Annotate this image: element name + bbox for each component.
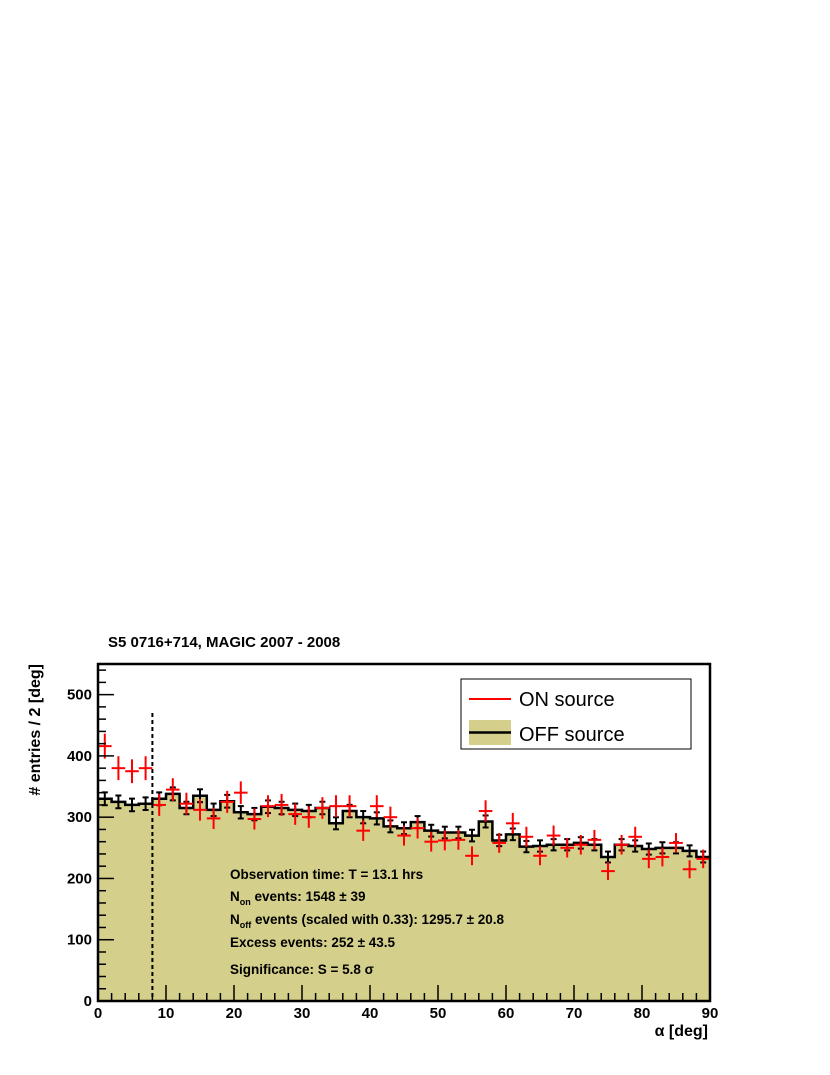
on-source-point bbox=[478, 800, 493, 822]
chart-title: S5 0716+714, MAGIC 2007 - 2008 bbox=[108, 634, 340, 651]
off-source-point bbox=[129, 797, 135, 813]
on-source-point bbox=[533, 846, 547, 866]
y-tick-label: 0 bbox=[84, 993, 92, 1010]
on-source-point bbox=[410, 817, 425, 839]
on-source-point bbox=[519, 826, 534, 847]
annotation-noff-events: Noff events (scaled with 0.33): 1295.7 ±… bbox=[230, 912, 505, 930]
off-source-point bbox=[142, 796, 149, 812]
stats-annotations: Observation time: T = 13.1 hrs Non event… bbox=[230, 867, 505, 977]
x-tick-label: 40 bbox=[362, 1005, 379, 1022]
x-tick-label: 30 bbox=[294, 1005, 311, 1022]
on-source-point bbox=[179, 792, 194, 815]
x-tick-label: 50 bbox=[430, 1005, 447, 1022]
on-source-point bbox=[247, 808, 262, 830]
annotation-excess-events: Excess events: 252 ± 43.5 bbox=[230, 935, 396, 950]
tick-labels: 0 10 20 30 40 50 60 70 80 90 0 100 200 300 400 500 bbox=[67, 687, 718, 1022]
on-source-point bbox=[261, 795, 275, 818]
on-source-point bbox=[451, 829, 466, 850]
x-tick-label: 10 bbox=[158, 1005, 175, 1022]
on-source-point bbox=[288, 803, 302, 825]
x-tick-label: 0 bbox=[94, 1005, 102, 1022]
legend: ON source OFF source bbox=[460, 678, 692, 750]
off-source-point bbox=[237, 805, 244, 820]
legend-off-label: OFF source bbox=[519, 724, 625, 746]
off-source-point bbox=[469, 828, 475, 843]
on-source-point bbox=[492, 833, 506, 853]
on-source-point bbox=[125, 759, 139, 784]
on-source-point bbox=[274, 793, 289, 816]
on-source-point bbox=[696, 849, 710, 869]
on-source-point bbox=[152, 793, 166, 816]
off-source-point bbox=[115, 794, 122, 810]
on-source-point bbox=[370, 795, 384, 818]
on-source-point bbox=[98, 733, 112, 759]
y-tick-label: 500 bbox=[67, 687, 92, 704]
on-source-point bbox=[574, 834, 588, 855]
off-source-step-line bbox=[98, 792, 710, 859]
on-source-point bbox=[220, 790, 234, 813]
on-source-point bbox=[383, 806, 398, 828]
on-source-point bbox=[465, 846, 479, 866]
on-source-point bbox=[206, 807, 221, 830]
on-source-point bbox=[356, 820, 370, 841]
on-source-point bbox=[438, 830, 452, 851]
y-tick-label: 400 bbox=[67, 748, 92, 765]
y-axis-label: # entries / 2 [deg] bbox=[27, 664, 44, 796]
x-tick-label: 90 bbox=[702, 1005, 719, 1022]
annotation-observation-time: Observation time: T = 13.1 hrs bbox=[230, 867, 423, 882]
on-source-point bbox=[193, 798, 207, 821]
on-source-point bbox=[138, 756, 153, 781]
x-tick-label: 80 bbox=[634, 1005, 651, 1022]
x-tick-label: 20 bbox=[226, 1005, 243, 1022]
on-source-point bbox=[601, 862, 615, 881]
x-tick-label: 70 bbox=[566, 1005, 583, 1022]
y-tick-label: 300 bbox=[67, 809, 92, 826]
on-source-point bbox=[642, 849, 656, 869]
on-source-point bbox=[424, 831, 438, 852]
off-source-point bbox=[686, 844, 693, 858]
annotation-significance: Significance: S = 5.8 σ bbox=[230, 962, 374, 977]
on-source-series bbox=[98, 733, 710, 881]
plot-frame bbox=[96, 662, 712, 1003]
x-axis-label: α [deg] bbox=[655, 1023, 708, 1040]
y-tick-label: 100 bbox=[67, 932, 92, 949]
on-source-point bbox=[682, 860, 697, 879]
on-source-point bbox=[669, 833, 683, 853]
on-source-point bbox=[302, 806, 316, 828]
on-source-point bbox=[614, 834, 629, 855]
on-source-point bbox=[111, 756, 126, 781]
on-source-point bbox=[560, 838, 574, 858]
on-source-point bbox=[234, 781, 248, 804]
annotation-non-events: Non events: 1548 ± 39 bbox=[230, 889, 365, 907]
x-tick-label: 60 bbox=[498, 1005, 515, 1022]
legend-on-label: ON source bbox=[519, 689, 615, 711]
y-tick-label: 200 bbox=[67, 870, 92, 887]
on-source-point bbox=[329, 795, 343, 818]
on-source-point bbox=[628, 826, 642, 847]
on-source-point bbox=[166, 778, 180, 802]
on-source-point bbox=[315, 797, 330, 819]
on-source-point bbox=[587, 829, 602, 850]
on-source-point bbox=[397, 825, 411, 846]
off-source-point bbox=[333, 816, 339, 831]
on-source-point bbox=[655, 847, 670, 867]
on-source-point bbox=[342, 795, 357, 818]
on-source-point bbox=[506, 812, 520, 834]
on-source-point bbox=[546, 825, 561, 846]
axis-ticks bbox=[97, 669, 711, 1002]
